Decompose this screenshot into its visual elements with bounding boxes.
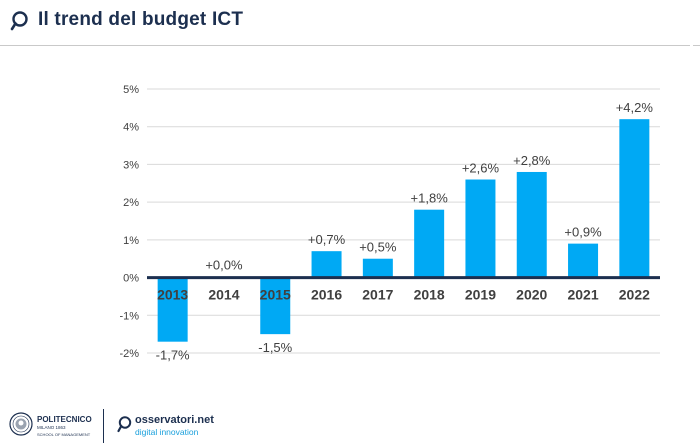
y-tick-label: 5% <box>123 84 139 96</box>
politecnico-school: SCHOOL OF MANAGEMENT <box>37 432 91 437</box>
data-label: +1,8% <box>411 191 449 206</box>
politecnico-city: MILANO 1863 <box>37 425 66 430</box>
data-label: +0,9% <box>564 225 602 240</box>
category-label: 2015 <box>260 287 291 303</box>
page-footer: POLITECNICO MILANO 1863 SCHOOL OF MANAGE… <box>0 405 700 447</box>
y-tick-label: 3% <box>123 159 139 171</box>
page-header: Il trend del budget ICT <box>0 0 700 46</box>
ict-budget-bar-chart: 5% 4% 3% 2% 1% 0% -1% -2% 2013 -1,7% 2014 +0,0% 2015… <box>119 84 660 363</box>
politecnico-name: POLITECNICO <box>37 415 92 424</box>
data-label: +2,8% <box>513 153 551 168</box>
y-tick-label: 4% <box>123 122 139 134</box>
bar <box>414 209 445 278</box>
category-label: 2021 <box>567 287 598 303</box>
category-label: 2014 <box>208 287 239 303</box>
y-tick-label: -2% <box>119 348 139 360</box>
data-label: +2,6% <box>462 161 500 176</box>
politecnico-seal-icon <box>9 412 33 436</box>
bar <box>619 119 650 278</box>
category-label: 2016 <box>311 287 342 303</box>
data-label: +0,0% <box>205 258 243 273</box>
osservatori-footer-logo-icon <box>117 416 132 433</box>
y-tick-label: 0% <box>123 273 139 285</box>
category-label: 2013 <box>157 287 188 303</box>
category-label: 2022 <box>619 287 650 303</box>
footer-divider <box>103 409 104 443</box>
bar <box>260 277 291 335</box>
category-label: 2020 <box>516 287 547 303</box>
page-title: Il trend del budget ICT <box>38 9 244 30</box>
data-label: -1,7% <box>156 348 190 363</box>
y-tick-label: -1% <box>119 310 139 322</box>
data-label: +4,2% <box>616 100 654 115</box>
bar <box>157 277 188 342</box>
bar <box>516 171 547 278</box>
osservatori-name: osservatori.net <box>135 414 214 426</box>
header-divider-end <box>693 45 700 46</box>
osservatori-logo-icon <box>10 11 28 31</box>
category-label: 2017 <box>362 287 393 303</box>
header-divider <box>0 45 690 46</box>
data-label: -1,5% <box>258 340 292 355</box>
bar <box>568 243 599 278</box>
bar <box>311 251 342 278</box>
category-label: 2019 <box>465 287 496 303</box>
data-label: +0,5% <box>359 240 397 255</box>
bar <box>362 258 393 278</box>
bar <box>465 179 496 278</box>
y-tick-label: 1% <box>123 235 139 247</box>
data-label: +0,7% <box>308 232 346 247</box>
category-label: 2018 <box>414 287 445 303</box>
osservatori-tagline: digital innovation <box>135 427 199 437</box>
y-tick-label: 2% <box>123 197 139 209</box>
